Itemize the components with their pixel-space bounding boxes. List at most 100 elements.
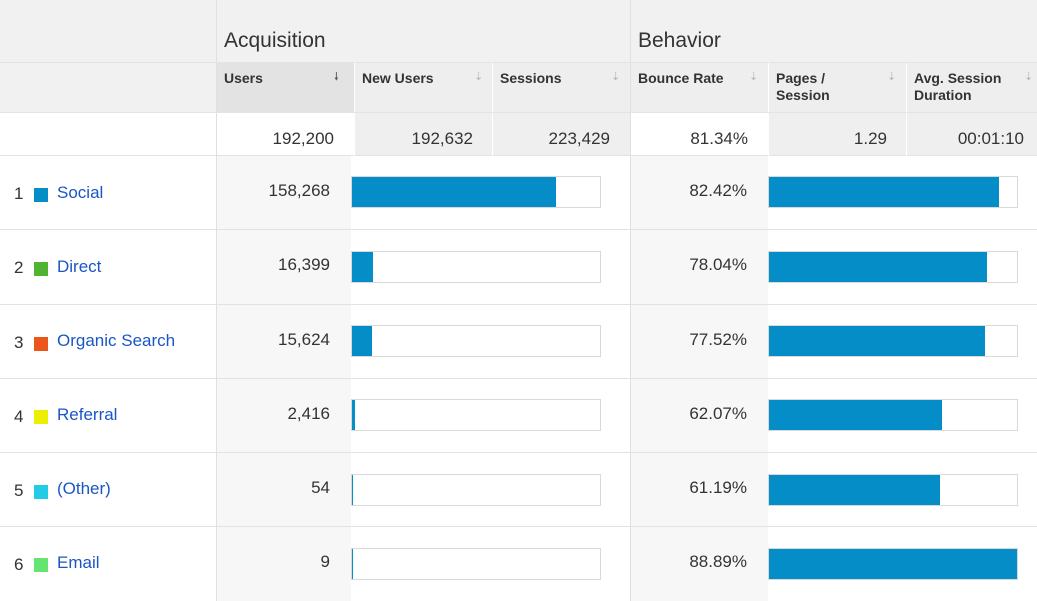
new-users-header-label: New Users bbox=[362, 70, 434, 86]
users-header-label: Users bbox=[224, 70, 263, 86]
channel-link-direct[interactable]: Direct bbox=[57, 257, 102, 276]
bounce-rate-bar bbox=[768, 399, 1018, 431]
avg-duration-header-line1: Avg. Session bbox=[914, 70, 1002, 86]
channel-color-swatch bbox=[34, 262, 48, 276]
row-index: 6 bbox=[14, 555, 24, 574]
behavior-title: Behavior bbox=[638, 29, 721, 52]
avg-duration-header-line2: Duration bbox=[914, 87, 972, 103]
table-row: 4 Referral 2,416 62.07% bbox=[0, 379, 1037, 453]
bounce-rate-value: 88.89% bbox=[689, 552, 747, 571]
users-share-fill bbox=[352, 177, 557, 207]
row-divider bbox=[0, 229, 1037, 230]
users-cell-bg bbox=[217, 527, 351, 601]
total-new-users: 192,632 bbox=[411, 129, 473, 148]
channel-color-swatch bbox=[34, 410, 48, 424]
bounce-rate-fill bbox=[769, 177, 999, 207]
channel-link-referral[interactable]: Referral bbox=[57, 405, 118, 424]
total-pages-session: 1.29 bbox=[853, 129, 887, 148]
users-share-fill bbox=[352, 400, 356, 430]
users-cell-bg bbox=[217, 156, 351, 230]
total-avg-duration: 00:01:10 bbox=[957, 129, 1024, 148]
bounce-rate-header-label: Bounce Rate bbox=[638, 70, 724, 86]
bounce-cell-bg bbox=[631, 453, 768, 527]
sort-icon[interactable]: ⇣ bbox=[887, 71, 897, 83]
row-index: 3 bbox=[14, 333, 24, 352]
users-value: 9 bbox=[320, 552, 330, 571]
sessions-header-label: Sessions bbox=[500, 70, 562, 86]
column-divider bbox=[354, 62, 355, 156]
bounce-rate-bar bbox=[768, 474, 1018, 506]
channel-color-swatch bbox=[34, 558, 48, 572]
bounce-rate-value: 82.42% bbox=[689, 181, 747, 200]
channel-link-social[interactable]: Social bbox=[57, 183, 104, 202]
bounce-rate-bar bbox=[768, 548, 1018, 580]
row-divider bbox=[0, 526, 1037, 527]
pages-session-column-header[interactable]: Pages / Session ⇣ bbox=[769, 62, 906, 113]
total-sessions: 223,429 bbox=[548, 129, 610, 148]
total-users: 192,200 bbox=[272, 129, 334, 148]
column-divider bbox=[768, 62, 769, 156]
bounce-cell-bg bbox=[631, 305, 768, 379]
row-divider bbox=[0, 378, 1037, 379]
channel-color-swatch bbox=[34, 188, 48, 202]
users-share-fill bbox=[352, 475, 354, 505]
sessions-column-header[interactable]: Sessions ⇣ bbox=[493, 62, 631, 113]
total-avg-duration-cell: 00:01:10 bbox=[907, 113, 1037, 156]
bounce-rate-value: 77.52% bbox=[689, 330, 747, 349]
dimension-header-blank bbox=[0, 0, 217, 113]
column-divider bbox=[492, 62, 493, 156]
row-index: 2 bbox=[14, 258, 24, 277]
channel-link-email[interactable]: Email bbox=[57, 553, 100, 572]
totals-label-cell bbox=[0, 113, 217, 156]
behavior-group-header: Behavior bbox=[631, 0, 1037, 62]
column-divider bbox=[906, 62, 907, 156]
bounce-cell-bg bbox=[631, 156, 768, 230]
total-bounce-rate-cell: 81.34% bbox=[631, 113, 768, 156]
bounce-rate-fill bbox=[769, 400, 943, 430]
channel-link-organic-search[interactable]: Organic Search bbox=[57, 331, 176, 350]
users-share-bar bbox=[351, 548, 601, 580]
bounce-rate-fill bbox=[769, 252, 987, 282]
bounce-rate-bar bbox=[768, 251, 1018, 283]
table-row: 1 Social 158,268 82.42% bbox=[0, 156, 1037, 230]
users-column-header[interactable]: Users 🠗 bbox=[217, 62, 354, 113]
total-bounce-rate: 81.34% bbox=[690, 129, 748, 148]
acquisition-title: Acquisition bbox=[224, 29, 326, 52]
table-row: 6 Email 9 88.89% bbox=[0, 527, 1037, 601]
users-cell-bg bbox=[217, 230, 351, 305]
sort-icon[interactable]: ⇣ bbox=[474, 71, 484, 83]
users-cell-bg bbox=[217, 453, 351, 527]
row-divider bbox=[0, 304, 1037, 305]
bounce-rate-fill bbox=[769, 475, 940, 505]
bounce-cell-bg bbox=[631, 527, 768, 601]
avg-session-duration-column-header[interactable]: Avg. Session Duration ⇣ bbox=[907, 62, 1037, 113]
table-row: 5 (Other) 54 61.19% bbox=[0, 453, 1037, 527]
users-share-bar bbox=[351, 399, 601, 431]
sort-descending-icon[interactable]: 🠗 bbox=[334, 71, 339, 83]
sort-icon[interactable]: ⇣ bbox=[1024, 71, 1034, 83]
bounce-rate-fill bbox=[769, 549, 1017, 579]
bounce-rate-column-header[interactable]: Bounce Rate ⇣ bbox=[631, 62, 768, 113]
users-share-bar bbox=[351, 474, 601, 506]
sort-icon[interactable]: ⇣ bbox=[611, 71, 621, 83]
row-index: 1 bbox=[14, 184, 24, 203]
users-value: 16,399 bbox=[278, 255, 330, 274]
users-cell-bg bbox=[217, 305, 351, 379]
column-divider bbox=[630, 0, 631, 601]
sort-icon[interactable]: ⇣ bbox=[749, 71, 759, 83]
total-users-cell: 192,200 bbox=[217, 113, 354, 156]
row-divider bbox=[0, 452, 1037, 453]
channel-link-other[interactable]: (Other) bbox=[57, 479, 111, 498]
users-share-fill bbox=[352, 252, 374, 282]
bounce-cell-bg bbox=[631, 230, 768, 305]
pages-session-header-line1: Pages / bbox=[776, 70, 826, 86]
users-value: 158,268 bbox=[268, 181, 330, 200]
table-row: 2 Direct 16,399 78.04% bbox=[0, 230, 1037, 305]
bounce-rate-bar bbox=[768, 325, 1018, 357]
row-divider bbox=[0, 155, 1037, 156]
users-value: 2,416 bbox=[287, 404, 330, 423]
bounce-rate-value: 62.07% bbox=[689, 404, 747, 423]
new-users-column-header[interactable]: New Users ⇣ bbox=[355, 62, 492, 113]
column-divider bbox=[216, 0, 217, 601]
